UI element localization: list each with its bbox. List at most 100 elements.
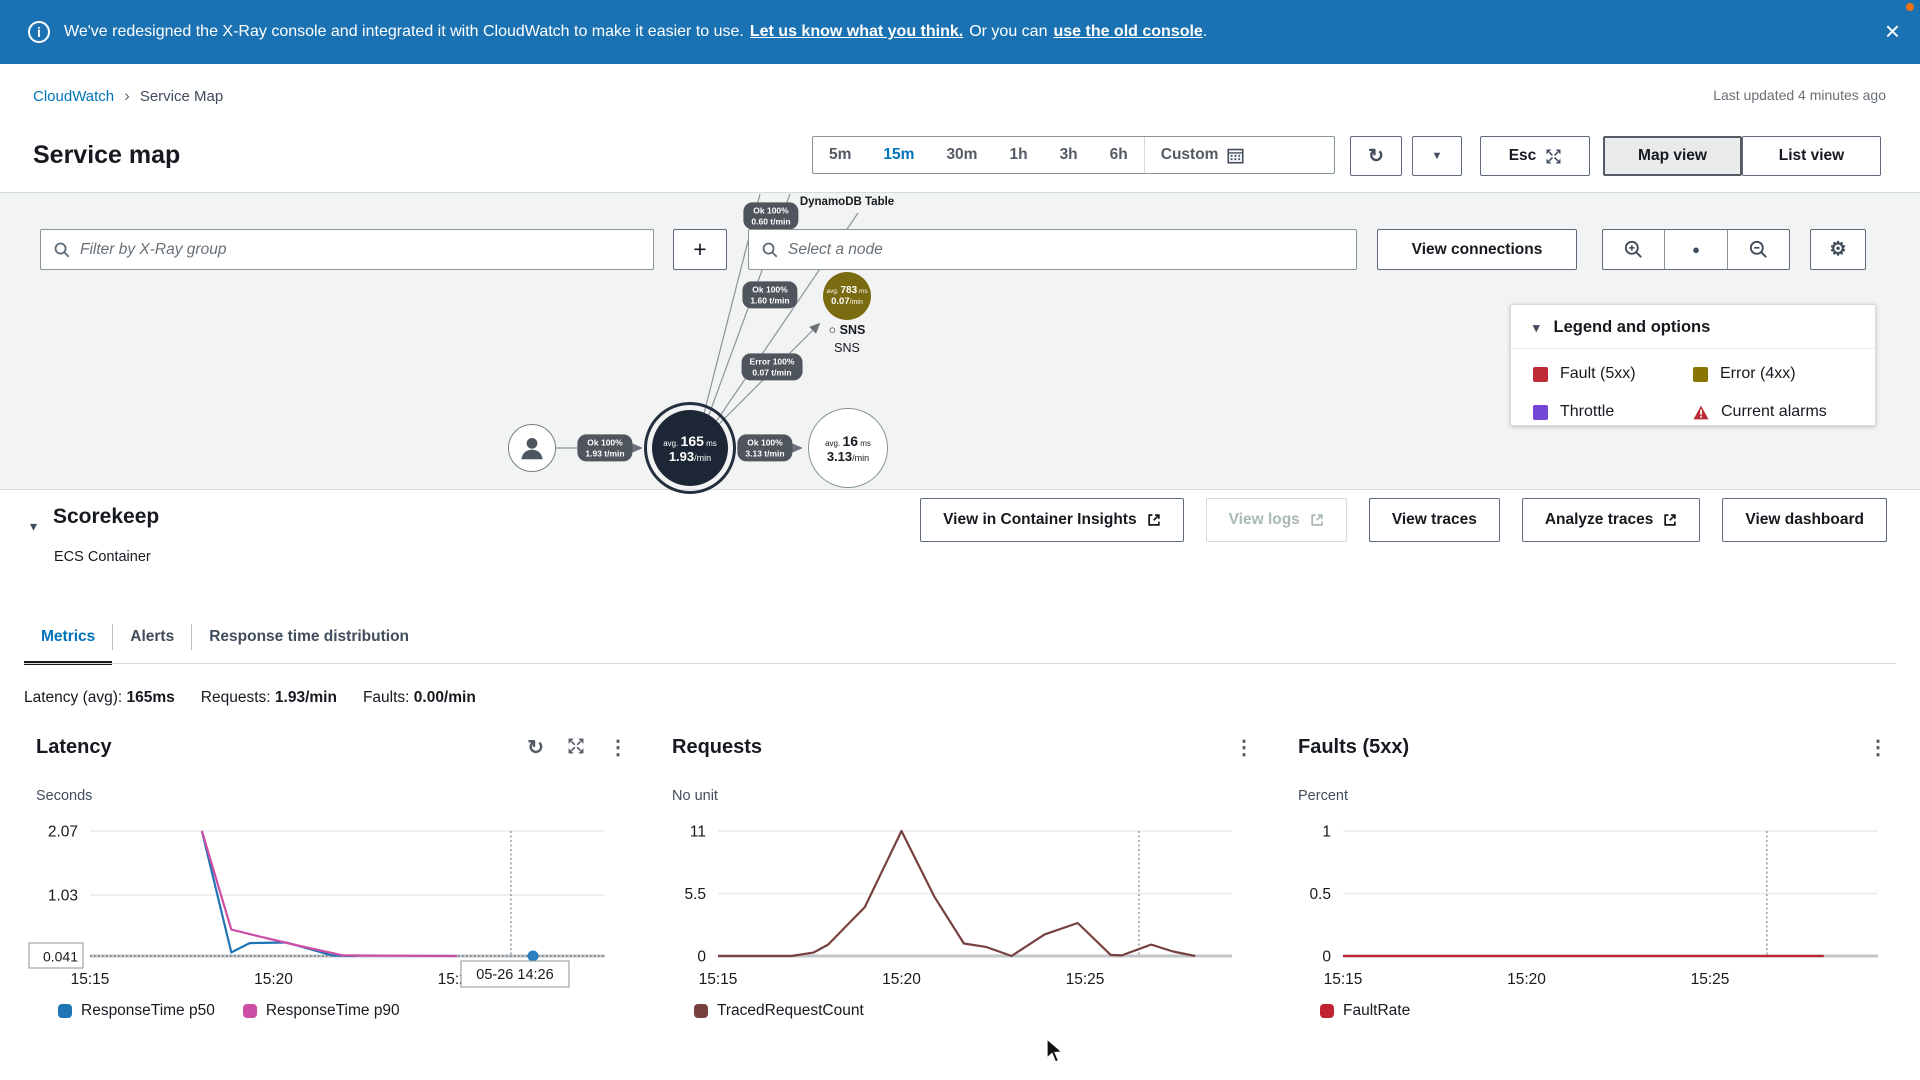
- zoom-out-icon[interactable]: [1726, 230, 1789, 269]
- tab-metrics[interactable]: Metrics: [24, 612, 113, 665]
- view-connections-label: View connections: [1411, 240, 1543, 258]
- kebab-menu-icon[interactable]: ⋮: [1868, 737, 1888, 759]
- time-range-3h[interactable]: 3h: [1059, 146, 1078, 163]
- tab-response-time-distribution[interactable]: Response time distribution: [209, 628, 410, 645]
- chart-actions: ⋮: [1868, 738, 1888, 758]
- chart-actions: ⋮: [1234, 738, 1254, 758]
- svg-text:15:25: 15:25: [1066, 971, 1105, 988]
- svg-text:0.5: 0.5: [1309, 886, 1331, 903]
- breadcrumb-cloudwatch[interactable]: CloudWatch: [33, 87, 115, 105]
- chart-unit-label: No unit: [672, 788, 718, 804]
- zoom-in-icon[interactable]: [1603, 230, 1664, 269]
- time-range-6h[interactable]: 6h: [1109, 146, 1128, 163]
- view-toggle: Map view List view: [1603, 136, 1881, 176]
- last-updated-text: Last updated 4 minutes ago: [1713, 87, 1886, 103]
- notification-dot: [1906, 3, 1914, 11]
- legend-swatch: [1320, 1004, 1334, 1018]
- refresh-options-button[interactable]: ▼: [1412, 136, 1462, 176]
- service-actions: View in Container Insights View logs View …: [920, 498, 1887, 542]
- zoom-reset-icon[interactable]: ●: [1664, 230, 1726, 269]
- kebab-menu-icon[interactable]: ⋮: [1234, 737, 1254, 759]
- list-view-label: List view: [1778, 147, 1845, 164]
- button-label: Analyze traces: [1544, 511, 1654, 528]
- series-ResponseTime p90: [200, 830, 458, 958]
- legend-label: Error (4xx): [1720, 365, 1796, 382]
- edge-label: Ok 100% 0.60 t/min: [743, 202, 799, 230]
- legend-label: Current alarms: [1721, 403, 1827, 420]
- legend-label: TracedRequestCount: [717, 1002, 864, 1019]
- expand-icon[interactable]: [568, 738, 584, 758]
- analyze-traces-button[interactable]: Analyze traces: [1521, 498, 1701, 542]
- view-dashboard-button[interactable]: View dashboard: [1722, 498, 1887, 542]
- close-icon[interactable]: ×: [1884, 16, 1900, 46]
- node-select-input[interactable]: [788, 240, 1344, 259]
- list-view-button[interactable]: List view: [1742, 136, 1881, 176]
- sns-node[interactable]: avg. 783 ms 0.07/min: [823, 272, 871, 320]
- xray-group-filter: [40, 229, 654, 270]
- custom-label: Custom: [1160, 146, 1219, 163]
- mouse-cursor: [1046, 1038, 1064, 1063]
- ring-icon: ○: [828, 323, 837, 337]
- legend-swatch: [1533, 404, 1548, 420]
- scorekeep-node[interactable]: avg. 165 ms 1.93/min: [652, 410, 728, 486]
- external-link-icon: [1664, 514, 1677, 526]
- legend-item[interactable]: TracedRequestCount: [694, 1002, 864, 1020]
- old-console-link[interactable]: use the old console: [1053, 23, 1203, 40]
- external-link-icon: [1311, 514, 1323, 526]
- legend-item[interactable]: FaultRate: [1320, 1002, 1410, 1020]
- svg-text:15:15: 15:15: [699, 971, 738, 988]
- view-traces-button[interactable]: View traces: [1368, 498, 1500, 542]
- legend-label: Fault (5xx): [1560, 365, 1636, 382]
- downstream-node[interactable]: avg. 16 ms 3.13/min: [808, 408, 888, 488]
- chart-unit-label: Seconds: [36, 788, 93, 804]
- edge-label: Ok 100% 1.60 t/min: [742, 281, 798, 309]
- time-range-5m[interactable]: 5m: [829, 146, 852, 163]
- button-label: View dashboard: [1745, 511, 1864, 528]
- collapse-icon[interactable]: ▾: [1533, 319, 1540, 335]
- view-in-container-insights-button[interactable]: View in Container Insights: [920, 498, 1184, 542]
- client-node[interactable]: [508, 424, 556, 472]
- time-range-15m[interactable]: 15m: [883, 146, 915, 163]
- summary-item: Requests: 1.93/min: [200, 689, 337, 706]
- legend-swatch: [58, 1004, 72, 1018]
- legend-swatch: [242, 1004, 257, 1018]
- view-logs-button: View logs: [1205, 498, 1347, 542]
- button-label: View traces: [1391, 511, 1477, 528]
- legend-item: Current alarms: [1693, 403, 1853, 421]
- kebab-menu-icon[interactable]: ⋮: [608, 737, 628, 759]
- map-settings-button[interactable]: ⚙: [1810, 229, 1866, 270]
- tab-alerts[interactable]: Alerts: [130, 628, 175, 645]
- legend-swatch: [1693, 366, 1708, 382]
- chevron-down-icon: ▼: [1431, 150, 1443, 162]
- node-select: [748, 229, 1357, 270]
- gear-icon: ⚙: [1829, 239, 1847, 260]
- map-view-button[interactable]: Map view: [1603, 136, 1742, 176]
- svg-text:0: 0: [697, 949, 706, 966]
- page-title: Service map: [33, 141, 181, 169]
- esc-fullscreen-button[interactable]: Esc: [1480, 136, 1590, 176]
- svg-text:15:15: 15:15: [71, 971, 110, 988]
- create-group-button[interactable]: +: [673, 229, 727, 270]
- refresh-button[interactable]: ↻: [1350, 136, 1402, 176]
- time-range-custom[interactable]: Custom: [1143, 137, 1261, 173]
- series-ResponseTime p50: [200, 830, 357, 958]
- legend-item: Error (4xx): [1693, 365, 1853, 383]
- legend-item: Fault (5xx): [1533, 365, 1693, 383]
- time-range-30m[interactable]: 30m: [946, 146, 978, 163]
- breadcrumb: CloudWatch › Service Map: [33, 86, 223, 106]
- edge-label: Ok 100% 1.93 t/min: [577, 434, 633, 462]
- refresh-icon: ↻: [1368, 145, 1384, 167]
- time-range-1h[interactable]: 1h: [1009, 146, 1028, 163]
- svg-text:0: 0: [1322, 949, 1331, 966]
- view-connections-button[interactable]: View connections: [1377, 229, 1577, 270]
- svg-text:15:25: 15:25: [1691, 971, 1730, 988]
- legend-item[interactable]: ResponseTime p90: [242, 1002, 400, 1020]
- refresh-icon[interactable]: ↻: [527, 737, 544, 759]
- feedback-link[interactable]: Let us know what you think.: [749, 23, 964, 40]
- chart-legend: TracedRequestCount: [694, 1002, 864, 1020]
- xray-group-filter-input[interactable]: [80, 240, 641, 259]
- service-map-canvas[interactable]: avg. 165 ms 1.93/min avg. 16 ms 3.13/min…: [0, 192, 1920, 494]
- scorekeep-node-ring: avg. 165 ms 1.93/min: [644, 402, 736, 494]
- legend-item[interactable]: ResponseTime p50: [58, 1002, 215, 1020]
- collapse-icon[interactable]: ▾: [30, 518, 38, 534]
